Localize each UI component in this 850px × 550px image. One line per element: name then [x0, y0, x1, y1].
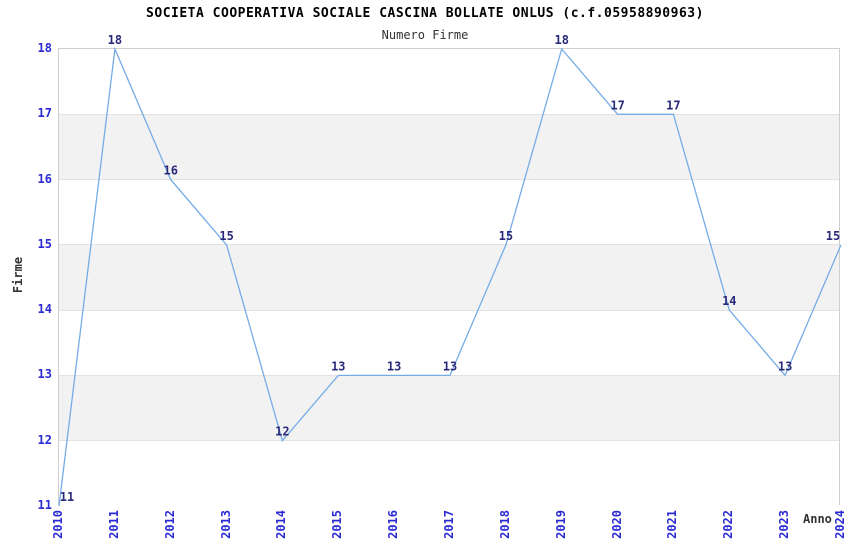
data-point-label: 15 [826, 229, 840, 243]
y-tick-label: 16 [37, 171, 52, 186]
gridline [59, 113, 839, 115]
x-tick-label: 2022 [721, 510, 736, 539]
x-tick-label: 2010 [51, 510, 65, 539]
y-tick-label: 18 [37, 41, 52, 55]
data-point-label: 14 [722, 294, 736, 308]
y-tick-label: 11 [37, 498, 52, 512]
background-band [59, 310, 839, 376]
x-tick-label: 2018 [497, 510, 512, 539]
x-tick-label: 2015 [330, 510, 345, 539]
data-point-label: 13 [443, 359, 457, 373]
gridline [59, 244, 839, 246]
background-band [59, 179, 839, 245]
x-tick-label: 2019 [553, 510, 568, 539]
x-tick-label: 2021 [665, 510, 680, 539]
plot-area: 11 18 16 15 12 13 13 13 15 18 17 17 14 13 15 [58, 33, 842, 507]
data-point-label: 12 [275, 425, 289, 439]
background-band [59, 244, 839, 311]
data-point-label: 13 [778, 359, 792, 373]
y-axis-title: Firme [11, 256, 25, 294]
data-point-label: 13 [331, 359, 345, 373]
x-tick-label: 2013 [218, 510, 233, 539]
gridline [59, 309, 839, 311]
background-band [59, 49, 839, 115]
data-point-label: 18 [108, 33, 122, 47]
background-band [59, 114, 839, 180]
line-series [58, 46, 842, 507]
background-band [59, 440, 839, 506]
data-point-label: 15 [219, 229, 233, 243]
y-tick-label: 12 [37, 432, 52, 447]
data-point-label: 11 [60, 490, 74, 504]
x-tick-label: 2016 [386, 510, 401, 539]
x-tick-label: 2014 [274, 510, 289, 539]
y-tick-label: 13 [37, 367, 52, 382]
chart-title: SOCIETA COOPERATIVA SOCIALE CASCINA BOLL… [146, 6, 704, 21]
y-tick-label: 17 [37, 106, 52, 121]
data-point-label: 17 [666, 98, 680, 112]
x-tick-label: 2011 [106, 510, 121, 539]
series-svg: 11 18 16 15 12 13 13 13 15 18 17 17 14 13 15 [58, 33, 842, 507]
data-point-label: 15 [499, 229, 513, 243]
data-point-label: 17 [610, 98, 624, 112]
data-point-label: 16 [163, 164, 177, 178]
background-band [59, 375, 839, 441]
y-tick-label: 14 [37, 302, 52, 317]
x-tick-label: 2012 [162, 510, 177, 539]
data-point-label: 18 [554, 33, 568, 47]
y-tick-label: 15 [37, 236, 52, 251]
data-point-label: 13 [387, 359, 401, 373]
chart-subtitle: Numero Firme [381, 28, 469, 42]
x-tick-label: 2017 [442, 510, 456, 539]
gridline [59, 440, 839, 442]
x-tick-label: 2020 [609, 510, 624, 539]
gridline [59, 179, 839, 181]
x-axis-title: Anno [803, 512, 832, 526]
x-tick-label: 2023 [777, 510, 792, 539]
